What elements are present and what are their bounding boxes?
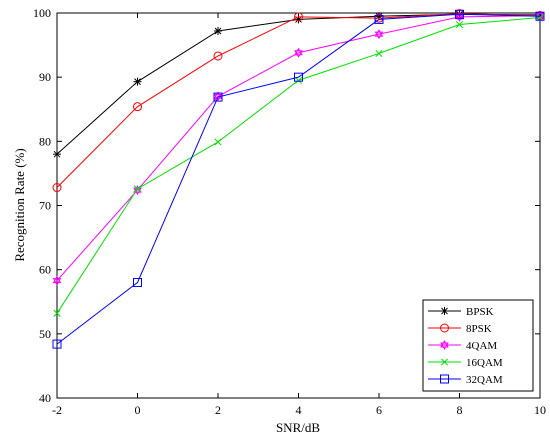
data-point-marker xyxy=(294,76,303,84)
x-tick-label: 6 xyxy=(376,403,382,417)
series-32qam xyxy=(52,9,545,349)
series-line xyxy=(56,15,541,281)
data-point-marker xyxy=(455,9,464,19)
legend-label: BPSK xyxy=(466,306,494,318)
data-point-marker xyxy=(213,51,223,61)
series-line xyxy=(56,13,541,345)
y-tick-label: 100 xyxy=(33,6,51,20)
y-tick-label: 60 xyxy=(39,263,51,277)
data-point-marker xyxy=(294,47,303,58)
legend-item: 8PSK xyxy=(428,323,492,335)
y-axis-title: Recognition Rate (%) xyxy=(12,148,27,261)
legend-item: BPSK xyxy=(428,306,494,318)
data-point-marker xyxy=(52,339,62,349)
data-point-marker xyxy=(52,183,62,193)
data-point-marker xyxy=(440,323,449,333)
legend-item: 4QAM xyxy=(428,339,497,352)
data-point-marker xyxy=(455,20,464,29)
y-tick-label: 70 xyxy=(39,199,51,213)
data-point-marker xyxy=(213,91,223,102)
legend: BPSK 8PSK 4QAM 16QAM 32QAM xyxy=(422,299,534,392)
data-point-marker xyxy=(440,307,449,315)
series-layer xyxy=(52,9,545,349)
data-point-marker xyxy=(535,11,545,21)
data-point-marker xyxy=(133,77,142,86)
data-point-marker xyxy=(374,14,384,24)
data-point-marker xyxy=(374,29,384,40)
data-point-marker xyxy=(133,102,142,112)
x-tick-label: 8 xyxy=(457,403,463,417)
data-point-marker xyxy=(294,72,303,82)
x-tick-label: 2 xyxy=(215,403,221,417)
data-point-marker xyxy=(375,49,383,57)
data-point-marker xyxy=(440,374,449,384)
x-tick-label: 4 xyxy=(296,403,302,417)
data-point-marker xyxy=(53,309,61,317)
legend-label: 16QAM xyxy=(466,357,503,369)
data-point-marker xyxy=(440,339,449,351)
y-tick-label: 80 xyxy=(39,134,51,148)
x-axis-title: SNR/dB xyxy=(276,420,320,435)
data-point-marker xyxy=(133,185,142,193)
legend-label: 4QAM xyxy=(466,340,497,352)
data-point-marker xyxy=(440,358,449,366)
legend-label: 32QAM xyxy=(466,374,503,386)
y-axis: 40 50 60 70 80 90 100 xyxy=(33,6,540,405)
y-tick-label: 40 xyxy=(39,391,51,405)
data-point-marker xyxy=(213,92,223,102)
data-point-marker xyxy=(214,138,222,146)
x-tick-label: -2 xyxy=(52,403,62,417)
data-point-marker xyxy=(133,278,142,287)
y-tick-label: 90 xyxy=(39,70,51,84)
x-tick-label: 0 xyxy=(135,403,141,417)
legend-label: 8PSK xyxy=(466,323,492,335)
data-point-marker xyxy=(214,26,222,35)
series-16qam xyxy=(53,13,544,317)
x-tick-label: 10 xyxy=(534,403,546,417)
data-point-marker xyxy=(52,275,62,286)
y-tick-label: 50 xyxy=(39,327,51,341)
legend-item: 32QAM xyxy=(428,374,503,386)
data-point-marker xyxy=(294,12,303,22)
data-point-marker xyxy=(53,150,61,159)
data-point-marker xyxy=(536,13,544,22)
legend-item: 16QAM xyxy=(428,357,503,369)
